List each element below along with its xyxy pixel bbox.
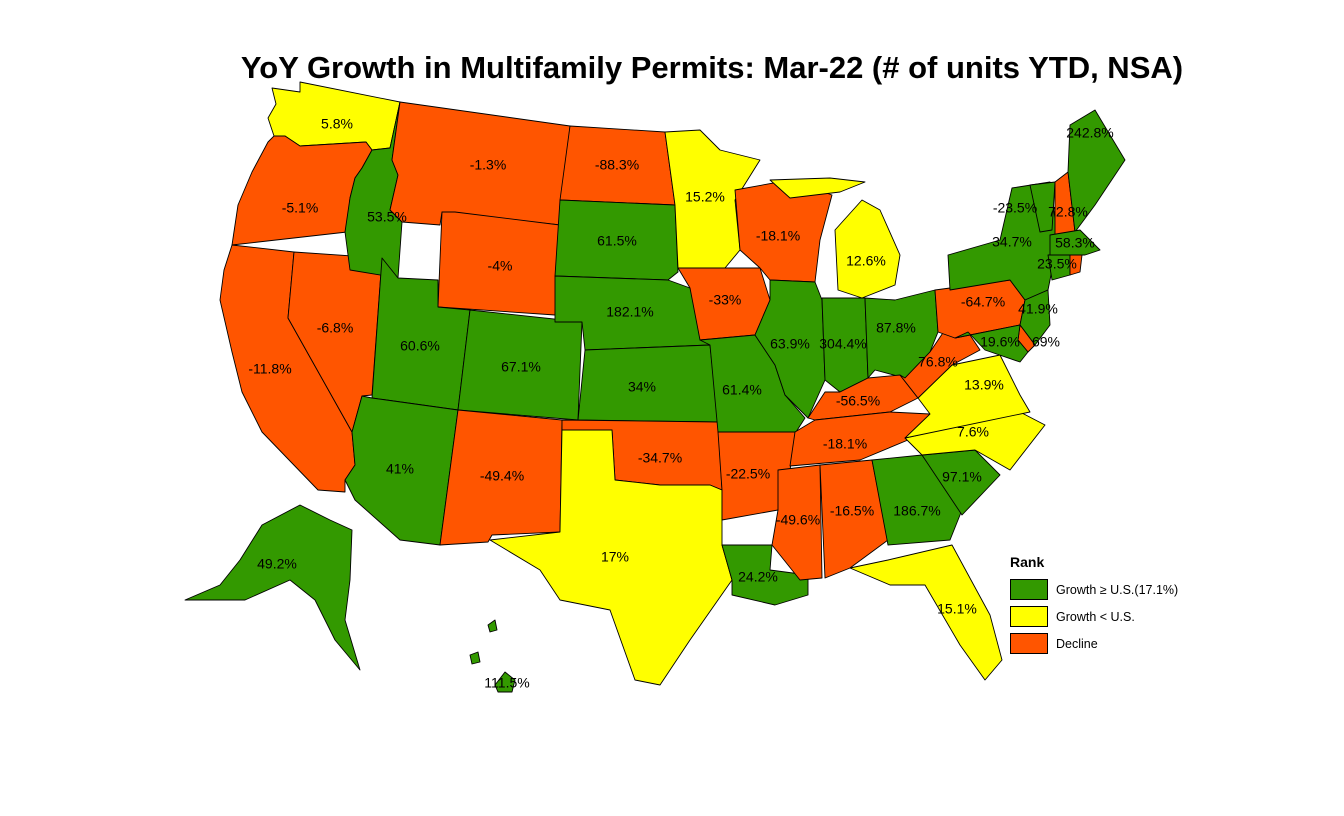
state-ri <box>1069 254 1083 276</box>
state-label-sc: 97.1% <box>942 469 982 485</box>
state-label-ar: -22.5% <box>726 466 770 482</box>
state-label-nd: -88.3% <box>595 157 639 173</box>
state-label-nh: 72.8% <box>1048 204 1088 220</box>
state-label-ga: 186.7% <box>893 503 940 519</box>
state-md <box>954 324 1029 363</box>
state-label-hi: 111.5% <box>484 675 529 691</box>
state-label-wy: -4% <box>488 258 513 274</box>
state-label-wa: 5.8% <box>321 116 353 132</box>
state-label-wv: 76.8% <box>918 354 958 370</box>
legend-swatch-orange <box>1010 633 1048 654</box>
state-wy <box>437 211 561 316</box>
state-label-ks: 34% <box>628 379 656 395</box>
state-label-ak: 49.2% <box>257 556 297 572</box>
state-label-ca: -11.8% <box>248 361 291 377</box>
state-sd <box>554 199 679 281</box>
state-label-sd: 61.5% <box>597 233 637 249</box>
state-label-az: 41% <box>386 461 414 477</box>
state-label-md: 19.6% <box>980 334 1020 350</box>
state-label-ct: 23.5% <box>1037 256 1077 272</box>
state-label-ut: 60.6% <box>400 338 440 354</box>
state-va <box>904 354 1031 439</box>
state-vt <box>1029 181 1056 233</box>
state-label-il: 63.9% <box>770 336 810 352</box>
state-label-tx: 17% <box>601 549 629 565</box>
state-label-oh: 87.8% <box>876 320 916 336</box>
state-label-la: 24.2% <box>738 569 778 585</box>
state-label-ne: 182.1% <box>606 304 653 320</box>
state-tx <box>489 429 733 686</box>
legend-swatch-green <box>1010 579 1048 600</box>
state-la <box>721 544 809 606</box>
state-label-al: -16.5% <box>830 503 874 519</box>
legend-item-decline: Decline <box>1010 630 1178 657</box>
state-ga <box>871 454 963 546</box>
state-label-mt: -1.3% <box>470 157 507 173</box>
state-label-ok: -34.7% <box>638 450 682 466</box>
state-label-fl: 15.1% <box>937 601 977 617</box>
state-fl <box>849 544 1003 681</box>
state-label-ny: 34.7% <box>992 234 1032 250</box>
state-ma <box>1049 229 1101 256</box>
state-label-id: 53.5% <box>367 209 407 225</box>
legend-label: Growth ≥ U.S.(17.1%) <box>1056 582 1179 597</box>
state-label-va: 13.9% <box>964 377 1004 393</box>
legend-item-growth-above-us: Growth ≥ U.S.(17.1%) <box>1010 576 1178 603</box>
state-mi <box>769 177 901 299</box>
state-label-ma: 58.3% <box>1055 235 1095 251</box>
legend-swatch-yellow <box>1010 606 1048 627</box>
legend-label: Growth < U.S. <box>1056 609 1135 624</box>
state-label-in: 304.4% <box>819 336 866 352</box>
state-il <box>754 279 826 419</box>
state-label-co: 67.1% <box>501 359 541 375</box>
state-nj <box>1019 289 1051 346</box>
state-label-nv: -6.8% <box>317 320 354 336</box>
state-label-nj: 41.9% <box>1018 301 1058 317</box>
state-label-de: 69% <box>1032 334 1060 350</box>
state-ak <box>184 504 361 671</box>
state-label-ky: -56.5% <box>836 393 880 409</box>
state-label-pa: -64.7% <box>961 294 1005 310</box>
state-label-nm: -49.4% <box>480 468 524 484</box>
legend-item-growth-below-us: Growth < U.S. <box>1010 603 1178 630</box>
state-label-vt: -23.5% <box>993 200 1037 216</box>
state-al <box>819 459 889 579</box>
state-label-ia: -33% <box>709 292 742 308</box>
state-label-mn: 15.2% <box>685 189 725 205</box>
state-label-me: 242.8% <box>1066 125 1113 141</box>
legend: Rank Growth ≥ U.S.(17.1%) Growth < U.S. … <box>1010 554 1178 657</box>
state-label-mi: 12.6% <box>846 253 886 269</box>
state-label-nc: 7.6% <box>957 424 989 440</box>
legend-title: Rank <box>1010 554 1045 570</box>
state-label-wi: -18.1% <box>756 228 800 244</box>
state-label-ms: -49.6% <box>776 512 820 528</box>
legend-label: Decline <box>1056 636 1098 651</box>
state-hi <box>469 619 516 693</box>
map-title: YoY Growth in Multifamily Permits: Mar-2… <box>240 50 1184 85</box>
state-label-mo: 61.4% <box>722 382 762 398</box>
state-label-or: -5.1% <box>282 200 319 216</box>
state-label-tn: -18.1% <box>823 436 867 452</box>
